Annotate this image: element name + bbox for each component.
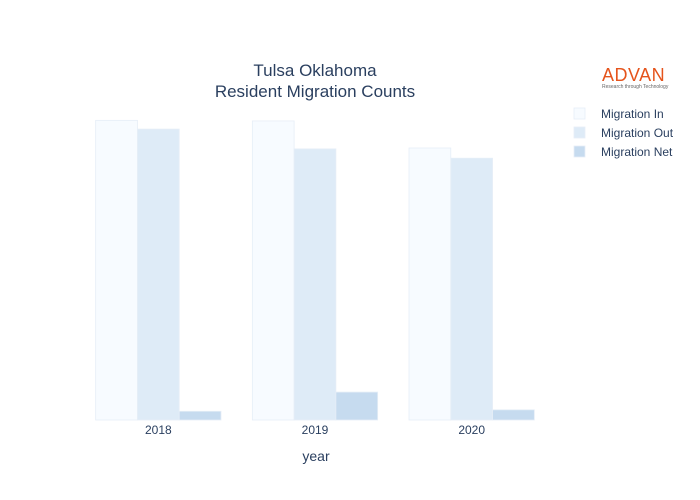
bar-series-group	[95, 119, 535, 421]
logo-tagline: Research through Technology	[602, 84, 669, 90]
advan-logo: ADVAN Research through Technology	[602, 66, 682, 92]
bar-migration-out-2018[interactable]	[137, 128, 180, 421]
bar-migration-net-2018[interactable]	[178, 410, 222, 421]
logo-wordmark: ADVAN	[602, 65, 666, 85]
x-tick-label-2018: 2018	[145, 423, 172, 437]
bar-migration-net-2020[interactable]	[492, 409, 535, 421]
bar-migration-out-2019[interactable]	[293, 148, 337, 421]
chart-title: Tulsa Oklahoma Resident Migration Counts	[215, 61, 415, 101]
x-axis-ticks: 2018 2019 2020	[145, 423, 485, 437]
bar-migration-in-2020[interactable]	[408, 147, 452, 421]
chart-title-line-1: Tulsa Oklahoma	[253, 61, 377, 80]
bar-migration-out-2020[interactable]	[450, 157, 493, 421]
legend-label-migration-in[interactable]: Migration In	[601, 107, 664, 121]
legend: Migration In Migration Out Migration Net	[573, 107, 674, 159]
legend-label-migration-out[interactable]: Migration Out	[601, 126, 674, 140]
legend-swatch-migration-in[interactable]	[573, 107, 586, 120]
legend-label-migration-net[interactable]: Migration Net	[601, 145, 673, 159]
bar-migration-in-2018[interactable]	[95, 119, 138, 421]
bar-migration-net-2019[interactable]	[335, 391, 379, 421]
x-tick-label-2020: 2020	[458, 423, 485, 437]
legend-swatch-migration-out[interactable]	[573, 126, 586, 139]
x-axis-title: year	[302, 448, 330, 464]
legend-swatch-migration-net[interactable]	[573, 145, 586, 158]
x-tick-label-2019: 2019	[302, 423, 329, 437]
bar-migration-in-2019[interactable]	[251, 120, 295, 421]
chart-title-line-2: Resident Migration Counts	[215, 82, 415, 101]
